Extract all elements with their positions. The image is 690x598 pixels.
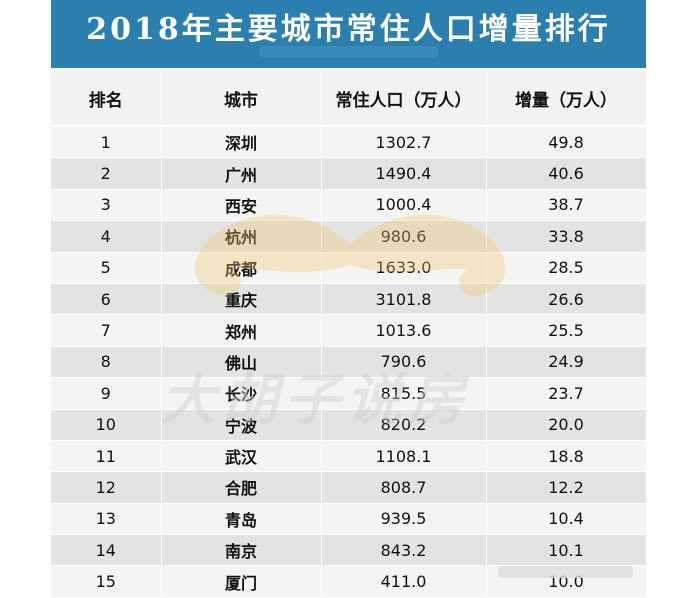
cell-population: 980.6 [321, 220, 487, 253]
header-increase: 增量（万人） [486, 71, 647, 127]
cell-population: 939.5 [321, 503, 487, 536]
cell-increase: 26.6 [486, 283, 647, 316]
table-row: 14 南京 843.2 10.1 [51, 534, 647, 567]
cell-increase: 10.1 [486, 534, 647, 567]
header-city: 城市 [161, 71, 322, 127]
cell-population: 1013.6 [321, 314, 487, 347]
cell-population: 843.2 [321, 534, 487, 567]
cell-city: 青岛 [161, 503, 322, 536]
page-title: 2018年主要城市常住人口增量排行 [86, 12, 611, 47]
ranking-table: 排名 城市 常住人口（万人） 增量（万人） 1 深圳 1302.7 49.8 2 广州 14… [51, 71, 647, 598]
table-row: 1 深圳 1302.7 49.8 [51, 126, 647, 159]
cell-population: 3101.8 [321, 283, 487, 316]
table-row: 10 宁波 820.2 20.0 [51, 409, 647, 441]
cell-population: 820.2 [321, 409, 487, 441]
cell-rank: 9 [51, 377, 162, 410]
cell-rank: 4 [51, 220, 162, 253]
cell-city: 西安 [161, 189, 322, 222]
table-row: 13 青岛 939.5 10.4 [51, 503, 647, 536]
cell-increase: 18.8 [486, 440, 647, 473]
cell-rank: 12 [51, 471, 162, 504]
cell-increase: 38.7 [486, 189, 647, 222]
table-row: 6 重庆 3101.8 26.6 [51, 283, 647, 316]
cell-population: 808.7 [321, 471, 487, 504]
cell-population: 815.5 [321, 377, 487, 410]
cell-city: 佛山 [161, 346, 322, 379]
cell-city: 郑州 [161, 314, 322, 347]
header-population: 常住人口（万人） [321, 71, 487, 127]
cell-rank: 10 [51, 409, 162, 441]
cell-city: 武汉 [161, 440, 322, 473]
table-row: 9 长沙 815.5 23.7 [51, 377, 647, 410]
cell-rank: 3 [51, 189, 162, 222]
cell-increase: 10.4 [486, 503, 647, 536]
cell-increase: 24.9 [486, 346, 647, 379]
cell-rank: 7 [51, 314, 162, 347]
cell-increase: 40.6 [486, 157, 647, 190]
cell-city: 合肥 [161, 471, 322, 504]
ranking-table-container: 排名 城市 常住人口（万人） 增量（万人） 1 深圳 1302.7 49.8 2 广州 14… [51, 71, 647, 598]
table-row: 12 合肥 808.7 12.2 [51, 471, 647, 504]
table-row: 3 西安 1000.4 38.7 [51, 189, 647, 222]
cell-population: 790.6 [321, 346, 487, 379]
cell-rank: 1 [51, 126, 162, 159]
table-row: 2 广州 1490.4 40.6 [51, 157, 647, 190]
table-row: 8 佛山 790.6 24.9 [51, 346, 647, 379]
cell-increase: 12.2 [486, 471, 647, 504]
corner-watermark-blur [498, 566, 633, 578]
cell-increase: 28.5 [486, 252, 647, 284]
cell-city: 厦门 [161, 565, 322, 598]
cell-city: 成都 [161, 252, 322, 284]
table-row: 7 郑州 1013.6 25.5 [51, 314, 647, 347]
table-header-row: 排名 城市 常住人口（万人） 增量（万人） [51, 71, 647, 127]
title-banner: 2018年主要城市常住人口增量排行 [51, 0, 646, 68]
cell-city: 宁波 [161, 409, 322, 441]
header-rank: 排名 [51, 71, 162, 127]
table-row: 4 杭州 980.6 33.8 [51, 220, 647, 253]
cell-rank: 8 [51, 346, 162, 379]
cell-population: 1633.0 [321, 252, 487, 284]
cell-rank: 14 [51, 534, 162, 567]
table-row: 5 成都 1633.0 28.5 [51, 252, 647, 284]
cell-increase: 25.5 [486, 314, 647, 347]
cell-rank: 6 [51, 283, 162, 316]
cell-city: 杭州 [161, 220, 322, 253]
blurred-subtitle [259, 46, 439, 58]
cell-rank: 15 [51, 565, 162, 598]
cell-population: 411.0 [321, 565, 487, 598]
cell-population: 1108.1 [321, 440, 487, 473]
cell-increase: 33.8 [486, 220, 647, 253]
cell-population: 1490.4 [321, 157, 487, 190]
cell-increase: 23.7 [486, 377, 647, 410]
cell-population: 1000.4 [321, 189, 487, 222]
cell-city: 广州 [161, 157, 322, 190]
cell-population: 1302.7 [321, 126, 487, 159]
cell-increase: 49.8 [486, 126, 647, 159]
cell-increase: 20.0 [486, 409, 647, 441]
cell-city: 重庆 [161, 283, 322, 316]
cell-rank: 2 [51, 157, 162, 190]
table-row: 11 武汉 1108.1 18.8 [51, 440, 647, 473]
cell-rank: 13 [51, 503, 162, 536]
cell-city: 深圳 [161, 126, 322, 159]
cell-rank: 11 [51, 440, 162, 473]
cell-rank: 5 [51, 252, 162, 284]
cell-city: 南京 [161, 534, 322, 567]
cell-city: 长沙 [161, 377, 322, 410]
